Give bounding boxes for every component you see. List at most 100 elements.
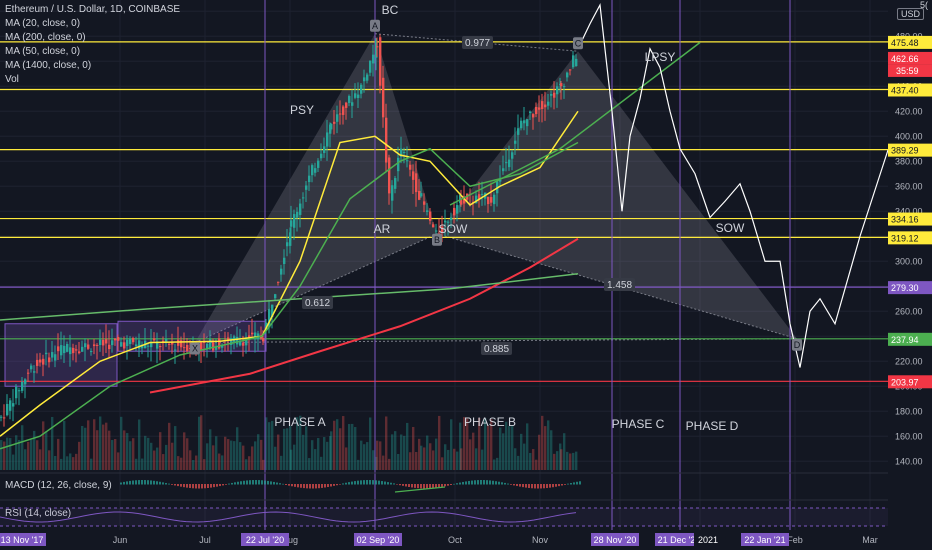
volume-bar: [183, 432, 186, 470]
volume-bar: [84, 427, 87, 470]
volume-bar: [224, 436, 227, 470]
volume-bar: [212, 445, 215, 470]
pattern-bd: [436, 233, 798, 340]
volume-bar: [514, 448, 517, 470]
macd-bar: [498, 481, 500, 485]
volume-bar: [150, 442, 153, 470]
volume-bar: [153, 450, 156, 470]
candle-body: [156, 341, 159, 349]
volume-bar: [394, 431, 397, 470]
candle-body: [147, 345, 150, 347]
volume-bar: [99, 416, 102, 470]
volume-bar: [72, 457, 75, 470]
legend-ma1400[interactable]: MA (1400, close, 0): [5, 60, 92, 71]
volume-bar: [168, 422, 171, 470]
volume-bar: [369, 417, 372, 470]
volume-bar: [239, 442, 242, 470]
volume-bar: [233, 441, 236, 470]
volume-bar: [3, 441, 6, 470]
volume-bar: [81, 425, 84, 470]
volume-bar: [147, 437, 150, 470]
macd-trendline: [394, 486, 446, 493]
macd-bar: [444, 484, 446, 487]
volume-bar: [18, 439, 21, 470]
volume-bar: [260, 439, 263, 470]
ratio-label: 1.458: [607, 280, 632, 291]
price-tag-label: 475.48: [891, 38, 919, 48]
legend-ma50[interactable]: MA (50, close, 0): [5, 46, 81, 57]
volume-bar: [180, 457, 183, 470]
candle-body: [563, 86, 566, 88]
volume-bar: [333, 420, 336, 470]
candle-body: [254, 332, 257, 340]
candle-body: [69, 347, 72, 355]
candle-body: [529, 111, 532, 114]
legend-vol[interactable]: Vol: [5, 74, 19, 85]
volume-bar: [317, 438, 320, 470]
candle-body: [150, 342, 153, 348]
volume-bar: [120, 416, 123, 470]
candle-body: [441, 226, 444, 233]
macd-bar: [291, 484, 293, 487]
volume-bar: [326, 441, 329, 470]
volume-bar: [277, 434, 280, 470]
legend-ma200[interactable]: MA (200, close, 0): [5, 32, 86, 43]
macd-bar: [360, 480, 362, 485]
candle-body: [575, 58, 578, 67]
macd-bar: [378, 480, 380, 485]
macd-bar: [381, 481, 383, 485]
volume-bar: [423, 447, 426, 470]
candle-body: [420, 193, 423, 197]
macd-bar: [276, 482, 278, 485]
macd-bar: [264, 480, 266, 485]
candle-body: [6, 403, 9, 416]
candle-body: [171, 341, 174, 345]
volume-bar: [268, 422, 271, 470]
candle-body: [102, 339, 105, 346]
volume-bar: [345, 447, 348, 470]
candle-body: [280, 268, 283, 275]
candle-body: [372, 54, 375, 64]
candle-body: [323, 146, 326, 153]
candle-body: [63, 345, 66, 354]
volume-bar: [21, 425, 24, 470]
macd-bar: [459, 482, 461, 485]
price-tag-label: 462.66: [891, 54, 919, 64]
macd-bar: [222, 484, 224, 486]
date-tag: [354, 533, 402, 546]
candle-body: [391, 185, 394, 201]
candle-body: [429, 211, 432, 221]
macd-bar: [396, 484, 398, 485]
macd-bar: [549, 484, 551, 488]
volume-bar: [472, 432, 475, 470]
legend-ma20[interactable]: MA (20, close, 0): [5, 18, 81, 29]
volume-bar: [388, 458, 391, 470]
volume-bar: [254, 441, 257, 470]
pattern-xab: [195, 33, 437, 343]
candle-body: [24, 379, 27, 385]
x-tick: Aug: [282, 535, 298, 545]
volume-bar: [218, 453, 221, 470]
volume-bar: [435, 438, 438, 470]
volume-bar: [96, 430, 99, 470]
candle-body: [57, 346, 60, 352]
candle-body: [572, 55, 575, 68]
macd-bar: [267, 480, 269, 485]
volume-bar: [117, 452, 120, 470]
macd-bar: [432, 484, 434, 489]
volume-bar: [559, 443, 562, 470]
macd-bar: [246, 480, 248, 485]
candle-body: [186, 344, 189, 352]
macd-bar: [129, 480, 131, 485]
candle-body: [286, 242, 289, 247]
macd-bar: [351, 481, 353, 485]
legend-title[interactable]: Ethereum / U.S. Dollar, 1D, COINBASE: [5, 4, 181, 15]
macd-bar: [279, 483, 281, 485]
currency-badge[interactable]: USD: [896, 8, 924, 20]
ratio-label: 0.885: [484, 344, 509, 355]
volume-bar: [66, 456, 69, 470]
volume-bar: [57, 438, 60, 470]
